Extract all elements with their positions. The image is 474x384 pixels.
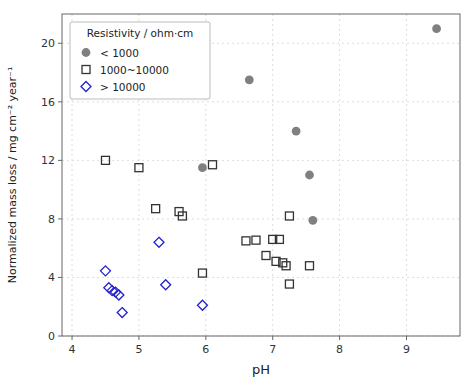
y-axis-label: Normalized mass loss / mg cm⁻² year⁻¹: [6, 67, 19, 284]
tick-x: [339, 336, 340, 340]
tick-label-y: 12: [41, 154, 55, 167]
point: [282, 262, 290, 270]
point: [292, 127, 301, 136]
tick-label-x: 9: [403, 343, 410, 356]
point: [104, 283, 114, 293]
point: [100, 266, 110, 276]
tick-x: [272, 336, 273, 340]
x-axis-label: pH: [252, 362, 270, 377]
tick-y: [58, 160, 62, 161]
point: [305, 262, 313, 270]
legend-box: [70, 22, 210, 99]
point: [161, 280, 171, 290]
point: [178, 212, 186, 220]
grid-line-y: [62, 160, 460, 161]
point: [198, 163, 207, 172]
tick-y: [58, 101, 62, 102]
tick-label-x: 6: [202, 343, 209, 356]
grid-line-x: [272, 14, 273, 336]
grid-line-y: [62, 277, 460, 278]
tick-label-y: 20: [41, 37, 55, 50]
point: [279, 259, 287, 267]
tick-label-x: 5: [135, 343, 142, 356]
tick-label-y: 4: [48, 271, 55, 284]
point: [245, 75, 254, 84]
point: [135, 164, 143, 172]
chart: 4 5 6 7 8 9 0 4 8 12 16 20 pH Normalized mass loss / …: [0, 0, 474, 384]
tick-label-y: 0: [48, 330, 55, 343]
point: [308, 216, 317, 225]
legend-marker: [81, 82, 91, 92]
point: [114, 290, 124, 300]
grid: [62, 14, 460, 336]
legend-label: < 1000: [100, 47, 139, 59]
tick-label-x: 8: [336, 343, 343, 356]
point: [101, 156, 109, 164]
tick-x: [138, 336, 139, 340]
tick-x: [72, 336, 73, 340]
series: [100, 237, 207, 317]
point: [305, 171, 314, 180]
point: [154, 237, 164, 247]
tick-label-x: 7: [269, 343, 276, 356]
grid-line-y: [62, 218, 460, 219]
point: [252, 236, 260, 244]
tick-y: [58, 336, 62, 337]
tick-y: [58, 218, 62, 219]
point: [285, 280, 293, 288]
point: [197, 300, 207, 310]
plot-frame: [62, 14, 460, 336]
legend-marker: [82, 66, 90, 74]
tick-label-x: 4: [69, 343, 76, 356]
point: [275, 235, 283, 243]
point: [152, 205, 160, 213]
legend-label: 1000~10000: [100, 64, 169, 76]
legend-title: Resistivity / ohm·cm: [87, 27, 194, 39]
series: [101, 156, 313, 288]
tick-y: [58, 277, 62, 278]
point: [111, 287, 121, 297]
series: [198, 24, 441, 225]
point: [242, 237, 250, 245]
tick-x: [205, 336, 206, 340]
point: [209, 161, 217, 169]
tick-y: [58, 43, 62, 44]
tick-label-y: 16: [41, 96, 55, 109]
tick-x: [406, 336, 407, 340]
tick-label-y: 8: [48, 213, 55, 226]
grid-line-x: [406, 14, 407, 336]
point: [262, 252, 270, 260]
legend-label: > 10000: [100, 81, 146, 93]
grid-line-x: [339, 14, 340, 336]
legend: Resistivity / ohm·cm < 1000 1000~10000 > 10…: [70, 22, 210, 99]
point: [432, 24, 441, 33]
grid-line-y: [62, 101, 460, 102]
points: [100, 24, 441, 317]
point: [198, 269, 206, 277]
point: [117, 308, 127, 318]
point: [285, 212, 293, 220]
legend-marker: [82, 48, 91, 57]
